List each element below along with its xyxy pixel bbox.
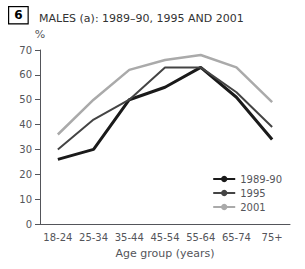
- svg-text:40: 40: [19, 119, 32, 130]
- svg-text:18-24: 18-24: [43, 232, 72, 243]
- svg-text:70: 70: [19, 45, 32, 56]
- svg-text:1989-90: 1989-90: [240, 174, 282, 185]
- svg-text:6: 6: [14, 8, 22, 22]
- svg-text:60: 60: [19, 69, 32, 80]
- svg-text:Age group (years): Age group (years): [115, 247, 214, 260]
- svg-text:35-44: 35-44: [115, 232, 144, 243]
- svg-text:65-74: 65-74: [222, 232, 251, 243]
- svg-text:75+: 75+: [262, 232, 283, 243]
- svg-text:MALES (a): 1989–90, 1995 AND 2: MALES (a): 1989–90, 1995 AND 2001: [39, 12, 244, 25]
- svg-text:10: 10: [19, 194, 32, 205]
- svg-text:0: 0: [26, 219, 32, 230]
- svg-text:25-34: 25-34: [79, 232, 108, 243]
- svg-text:55-64: 55-64: [186, 232, 215, 243]
- svg-text:1995: 1995: [240, 188, 265, 199]
- svg-text:2001: 2001: [240, 202, 265, 213]
- svg-text:%: %: [35, 28, 45, 41]
- svg-text:50: 50: [19, 94, 32, 105]
- svg-text:30: 30: [19, 144, 32, 155]
- svg-text:20: 20: [19, 169, 32, 180]
- svg-text:45-54: 45-54: [150, 232, 179, 243]
